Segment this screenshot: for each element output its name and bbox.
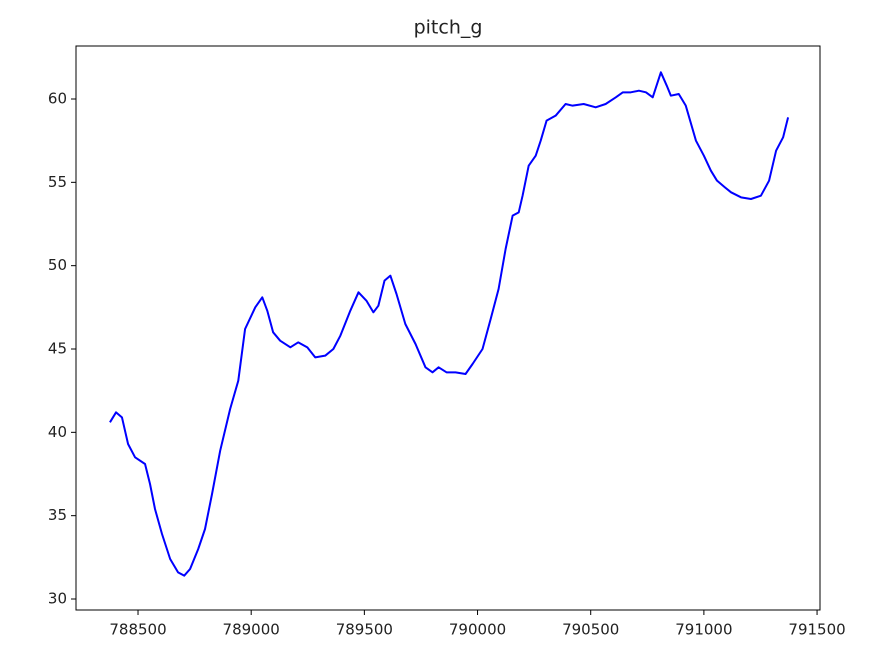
chart-title: pitch_g	[414, 17, 483, 39]
x-tick-label: 791500	[788, 621, 845, 639]
y-tick-label: 40	[48, 423, 67, 441]
x-tick-label: 789000	[223, 621, 280, 639]
x-tick-label: 788500	[109, 621, 166, 639]
x-tick-label: 791000	[675, 621, 732, 639]
x-tick-label: 790000	[449, 621, 506, 639]
x-tick-label: 789500	[336, 621, 393, 639]
plot-frame	[75, 45, 821, 611]
x-tick-label: 790500	[562, 621, 619, 639]
line-series	[109, 71, 790, 577]
y-tick-label: 35	[48, 506, 67, 524]
y-tick-label: 55	[48, 173, 67, 191]
y-tick-label: 60	[48, 90, 67, 108]
y-tick-label: 50	[48, 256, 67, 274]
y-tick-label: 30	[48, 590, 67, 608]
y-tick-label: 45	[48, 340, 67, 358]
